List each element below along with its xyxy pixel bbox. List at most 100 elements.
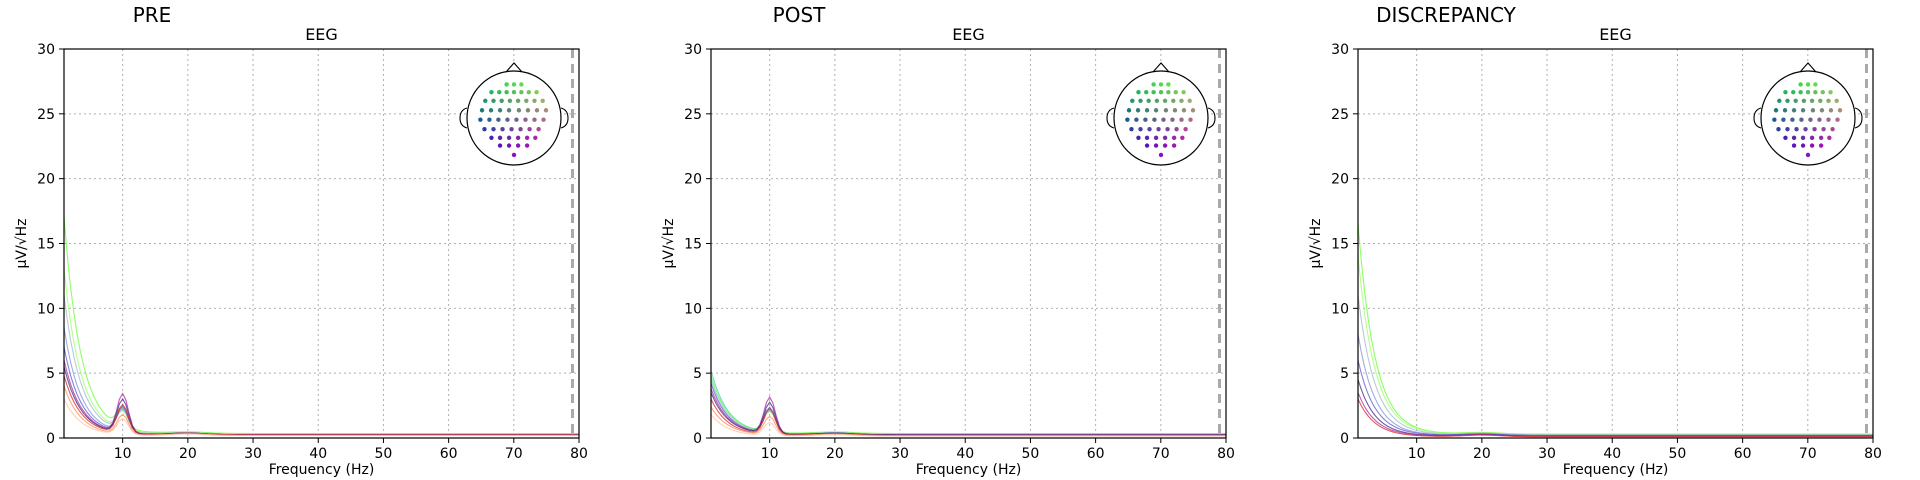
- sensor-dot: [1166, 90, 1171, 95]
- sensor-dot: [1165, 126, 1170, 132]
- sensor-dot: [511, 82, 517, 87]
- sensor-dot: [1790, 117, 1795, 122]
- sensor-dot: [1181, 90, 1186, 95]
- x-tick-label: 50: [1022, 446, 1040, 462]
- sensor-dot: [1805, 152, 1811, 158]
- head-ear-left: [1753, 107, 1762, 129]
- sensor-dot: [1794, 126, 1799, 132]
- sensor-dot: [534, 90, 539, 95]
- sensor-dot: [1144, 143, 1150, 148]
- y-tick-label: 10: [37, 301, 55, 317]
- sensor-dot: [489, 135, 494, 140]
- y-tick-label: 30: [684, 42, 702, 58]
- sensor-dot: [1800, 143, 1806, 148]
- sensor-dot: [1181, 108, 1187, 113]
- sensor-dot: [1125, 117, 1130, 122]
- sensor-dot: [499, 98, 504, 104]
- y-tick-label: 0: [1340, 431, 1349, 447]
- y-tick-label: 15: [684, 237, 702, 253]
- sensor-dot: [1187, 98, 1192, 104]
- sensor-dot: [479, 108, 485, 113]
- sensor-dot: [527, 126, 532, 132]
- sensor-dot: [1129, 126, 1134, 132]
- x-axis-label: Frequency (Hz): [269, 462, 375, 478]
- sensor-dot: [478, 117, 483, 122]
- sensor-dot: [532, 117, 537, 122]
- x-tick-label: 70: [1152, 446, 1170, 462]
- sensor-dot: [489, 90, 494, 95]
- sensor-dot: [1809, 135, 1815, 140]
- axes-title: EEG: [1599, 25, 1632, 44]
- sensor-dot: [1163, 108, 1169, 113]
- sensor-dot: [1162, 98, 1168, 104]
- sensor-dot: [491, 98, 496, 104]
- psd-panel-2: POST EEG 10 20 30 40 50 60 70 80 0 5 10 15 20 25 30 Frequ…: [661, 3, 1235, 478]
- x-tick-label: 70: [505, 446, 523, 462]
- psd-series-line: [63, 375, 579, 436]
- x-tick-label: 40: [956, 446, 974, 462]
- sensor-dot: [1143, 117, 1148, 122]
- sensor-dot: [1138, 126, 1143, 132]
- psd-series-line: [710, 398, 1226, 436]
- x-tick-label: 80: [1217, 446, 1235, 462]
- sensor-dot: [1818, 135, 1824, 140]
- sensor-dot: [518, 126, 523, 132]
- psd-series-line: [1357, 379, 1873, 437]
- sensor-dot: [1821, 126, 1826, 132]
- sensor-dot: [500, 126, 505, 132]
- x-tick-label: 50: [375, 446, 393, 462]
- sensor-dot: [1828, 108, 1834, 113]
- sensor-dot: [1136, 90, 1141, 95]
- sensor-dot: [496, 117, 501, 122]
- sensor-dot: [1171, 98, 1176, 104]
- sensor-dot: [541, 117, 546, 122]
- sensor-dot: [1144, 90, 1149, 95]
- psd-series-line: [1357, 295, 1873, 436]
- psd-series-line: [710, 375, 1226, 435]
- x-tick-label: 20: [1473, 446, 1491, 462]
- sensor-dot: [1805, 82, 1811, 87]
- sensor-dot: [1793, 98, 1798, 104]
- sensor-dot: [1809, 98, 1815, 104]
- sensor-dot: [1180, 135, 1185, 140]
- sensor-dot: [1162, 135, 1168, 140]
- panel-title: DISCREPANCY: [1376, 3, 1517, 27]
- sensor-dot: [504, 82, 509, 87]
- sensor-dot: [1136, 135, 1141, 140]
- psd-panel-3: DISCREPANCY EEG 10 20 30 40 50 60 70 80 0 5 10 15 20 25…: [1308, 3, 1882, 478]
- sensor-dot: [1152, 117, 1157, 122]
- x-tick-label: 60: [440, 446, 458, 462]
- head-nose: [1152, 62, 1170, 73]
- sensor-dot: [1813, 90, 1818, 95]
- psd-series-line: [1357, 256, 1873, 435]
- y-tick-label: 15: [37, 237, 55, 253]
- sensor-dot: [1161, 117, 1166, 122]
- sensor-dot: [506, 108, 512, 113]
- x-tick-label: 20: [179, 446, 197, 462]
- sensor-dot: [543, 108, 549, 113]
- sensor-layout-inset: [1106, 62, 1216, 166]
- psd-series-line: [63, 295, 579, 435]
- sensor-dot: [534, 108, 540, 113]
- sensor-dot: [1183, 126, 1188, 132]
- y-tick-label: 25: [37, 107, 55, 123]
- sensor-dot: [1785, 126, 1790, 132]
- psd-series-line: [63, 398, 579, 436]
- head-outline: [1760, 70, 1856, 166]
- sensor-dot: [1138, 98, 1143, 104]
- sensor-dot: [1801, 98, 1807, 104]
- sensor-dot: [1190, 108, 1196, 113]
- sensor-dot: [519, 90, 524, 95]
- sensor-dot: [1144, 108, 1150, 113]
- sensor-layout-inset: [459, 62, 569, 166]
- sensor-dot: [1800, 135, 1806, 140]
- psd-series-line: [63, 385, 579, 436]
- head-ear-right: [560, 107, 569, 129]
- psd-series-line: [63, 360, 579, 436]
- sensor-dot: [516, 108, 522, 113]
- sensor-dot: [524, 143, 530, 148]
- sensor-dot: [1151, 90, 1156, 95]
- y-tick-label: 5: [1340, 366, 1349, 382]
- sensor-dot: [1791, 90, 1796, 95]
